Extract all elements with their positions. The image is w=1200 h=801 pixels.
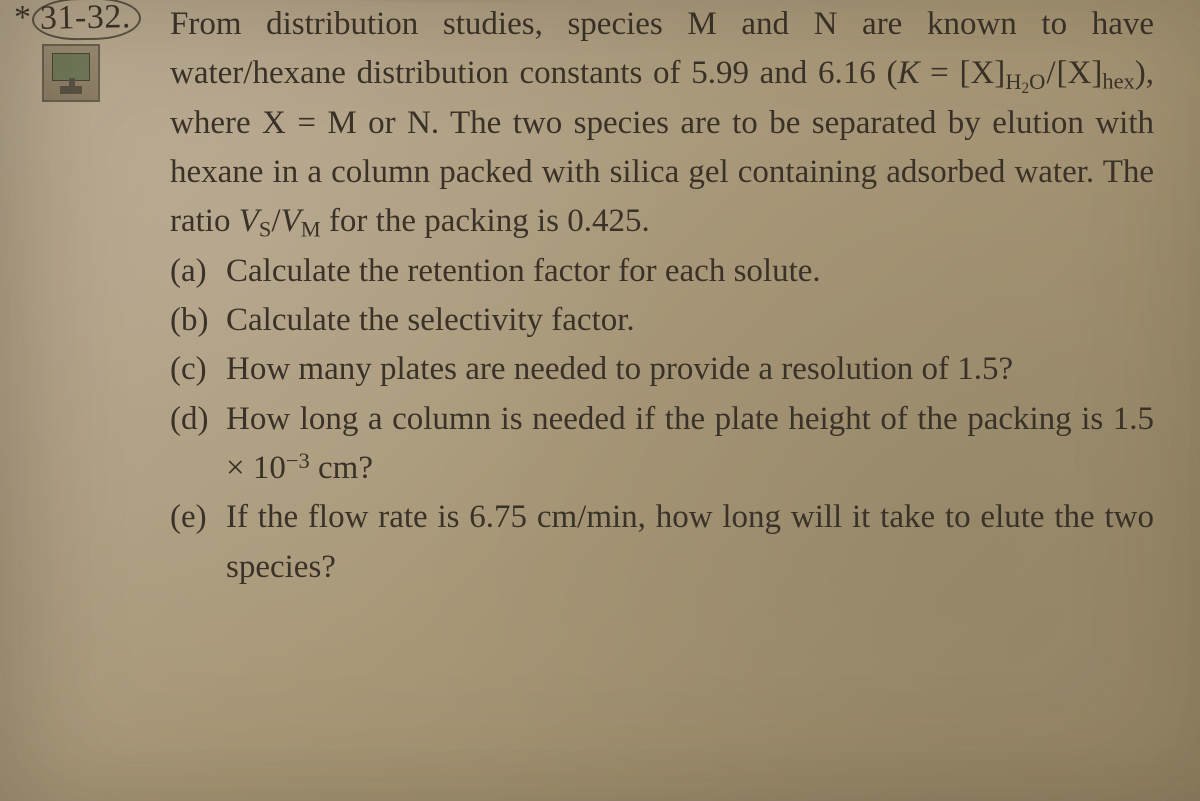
monitor-stand xyxy=(69,78,75,86)
part-label: (e) xyxy=(170,493,226,592)
part-row: (c)How many plates are needed to provide… xyxy=(170,345,1154,394)
part-row: (d)How long a column is needed if the pl… xyxy=(170,395,1154,494)
problem-number: *31-32. xyxy=(14,0,140,40)
textbook-page: *31-32. From distribution studies, speci… xyxy=(0,0,1200,801)
computer-monitor-icon xyxy=(42,44,100,102)
asterisk-prefix: * xyxy=(14,0,32,36)
intro-line-1: From distribution studies, species M and… xyxy=(170,6,1017,42)
part-text: How many plates are needed to provide a … xyxy=(226,345,1154,394)
problem-parts: (a)Calculate the retention factor for ea… xyxy=(170,247,1154,592)
monitor-screen xyxy=(52,53,90,81)
number-oval: 31-32. xyxy=(31,0,141,41)
part-label: (a) xyxy=(170,247,226,296)
part-text: Calculate the selectivity factor. xyxy=(226,296,1154,345)
part-text: If the flow rate is 6.75 cm/min, how lon… xyxy=(226,493,1154,592)
part-row: (e)If the flow rate is 6.75 cm/min, how … xyxy=(170,493,1154,592)
part-row: (a)Calculate the retention factor for ea… xyxy=(170,247,1154,296)
problem-statement: From distribution studies, species M and… xyxy=(170,0,1154,247)
part-text: How long a column is needed if the plate… xyxy=(226,395,1154,494)
monitor-base xyxy=(60,86,82,94)
part-row: (b)Calculate the selectivity factor. xyxy=(170,296,1154,345)
part-text: Calculate the retention factor for each … xyxy=(226,247,1154,296)
part-label: (b) xyxy=(170,296,226,345)
part-label: (c) xyxy=(170,345,226,394)
part-label: (d) xyxy=(170,395,226,494)
